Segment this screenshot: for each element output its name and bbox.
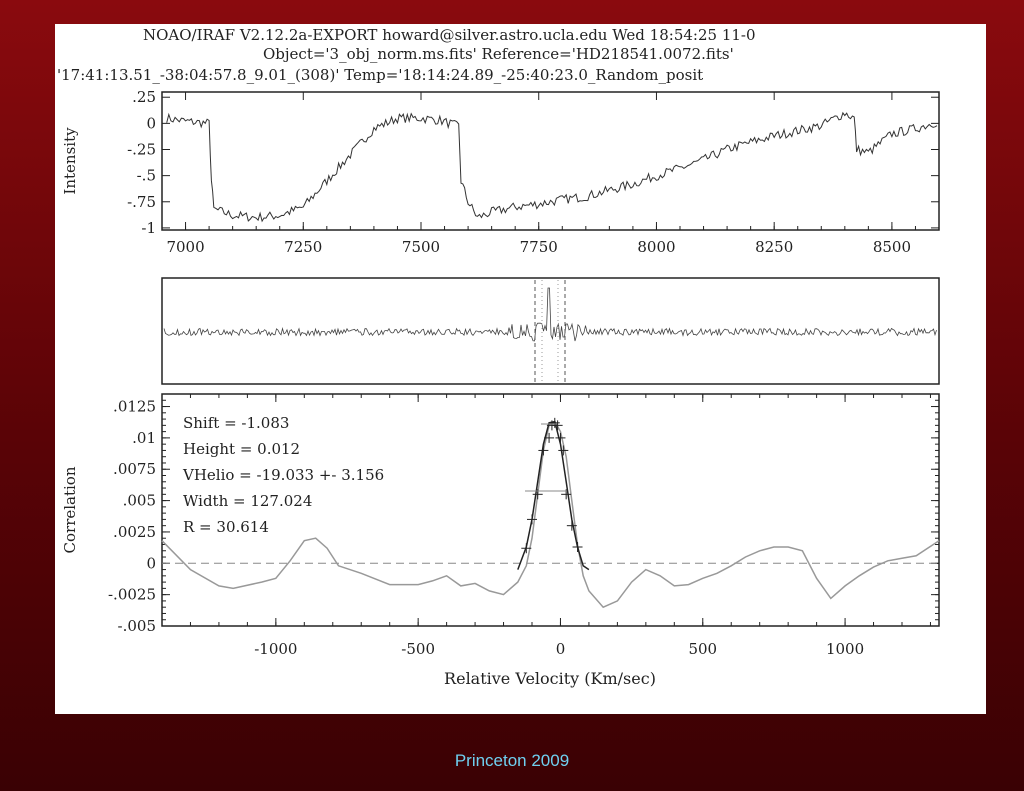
iraf-plot-figure: NOAO/IRAF V2.12.2a-EXPORT howard@silver.… — [55, 24, 986, 714]
correlation-ytick-label: .01 — [132, 429, 156, 447]
spectrum-xtick-label: 7750 — [520, 238, 558, 256]
spectrum-ytick-label: -.75 — [127, 193, 156, 211]
ccf-overview-panel — [161, 277, 940, 385]
fit-annotation-line: Shift = -1.083 — [183, 414, 289, 432]
spectrum-xtick-label: 7000 — [166, 238, 204, 256]
header-line-1: NOAO/IRAF V2.12.2a-EXPORT howard@silver.… — [143, 26, 756, 44]
spectrum-ylabel: Intensity — [61, 127, 79, 195]
spectrum-trace — [166, 111, 938, 223]
correlation-ytick-label: .0025 — [113, 523, 156, 541]
correlation-curve — [161, 420, 940, 609]
correlation-ytick-label: 0 — [146, 554, 156, 572]
plot-canvas: NOAO/IRAF V2.12.2a-EXPORT howard@silver.… — [57, 26, 940, 688]
correlation-panel: Correlation Relative Velocity (Km/sec) .… — [61, 393, 940, 688]
correlation-ytick-label: -.005 — [118, 617, 156, 635]
correlation-xtick-label: -1000 — [254, 640, 297, 658]
spectrum-ytick-label: 0 — [146, 114, 156, 132]
spectrum-panel: Intensity .25 0 -.25 -.5 -.75 -1 7000 7250 7500… — [61, 88, 940, 256]
spectrum-ytick-label: -.5 — [137, 167, 156, 185]
spectrum-xtick-label: 8000 — [637, 238, 675, 256]
spectrum-xtick-label: 8500 — [873, 238, 911, 256]
ccf-overview-frame — [161, 277, 940, 385]
correlation-xtick-label: 1000 — [826, 640, 864, 658]
correlation-frame — [161, 393, 940, 627]
header-line-3: '17:41:13.51_-38:04:57.8_9.01_(308)' Tem… — [57, 66, 703, 84]
header-line-2: Object='3_obj_norm.ms.fits' Reference='H… — [263, 45, 734, 63]
fit-annotation-line: Width = 127.024 — [183, 492, 312, 510]
correlation-ytick-label: .0075 — [113, 460, 156, 478]
spectrum-xtick-label: 7250 — [284, 238, 322, 256]
correlation-xtick-label: 0 — [556, 640, 566, 658]
spectrum-xtick-label: 7500 — [402, 238, 440, 256]
spectrum-xtick-label: 8250 — [755, 238, 793, 256]
fit-annotations: Shift = -1.083 Height = 0.012 VHelio = -19… — [182, 414, 384, 536]
ccf-overview-trace — [163, 287, 937, 342]
correlation-ylabel: Correlation — [61, 466, 79, 553]
correlation-xlabel: Relative Velocity (Km/sec) — [444, 669, 656, 688]
correlation-ytick-label: .0125 — [113, 398, 156, 416]
spectrum-ytick-label: .25 — [132, 88, 156, 106]
spectrum-ytick-label: -.25 — [127, 141, 156, 159]
spectrum-frame — [161, 91, 940, 231]
correlation-ytick-label: -.0025 — [108, 586, 156, 604]
correlation-ytick-label: .005 — [123, 492, 156, 510]
spectrum-ytick-label: -1 — [141, 219, 156, 237]
fit-annotation-line: Height = 0.012 — [183, 440, 300, 458]
correlation-xtick-label: 500 — [688, 640, 717, 658]
footer-caption: Princeton 2009 — [454, 751, 570, 770]
correlation-xtick-label: -500 — [401, 640, 435, 658]
fit-annotation-line: R = 30.614 — [183, 518, 269, 536]
fit-annotation-line: VHelio = -19.033 +- 3.156 — [182, 466, 384, 484]
